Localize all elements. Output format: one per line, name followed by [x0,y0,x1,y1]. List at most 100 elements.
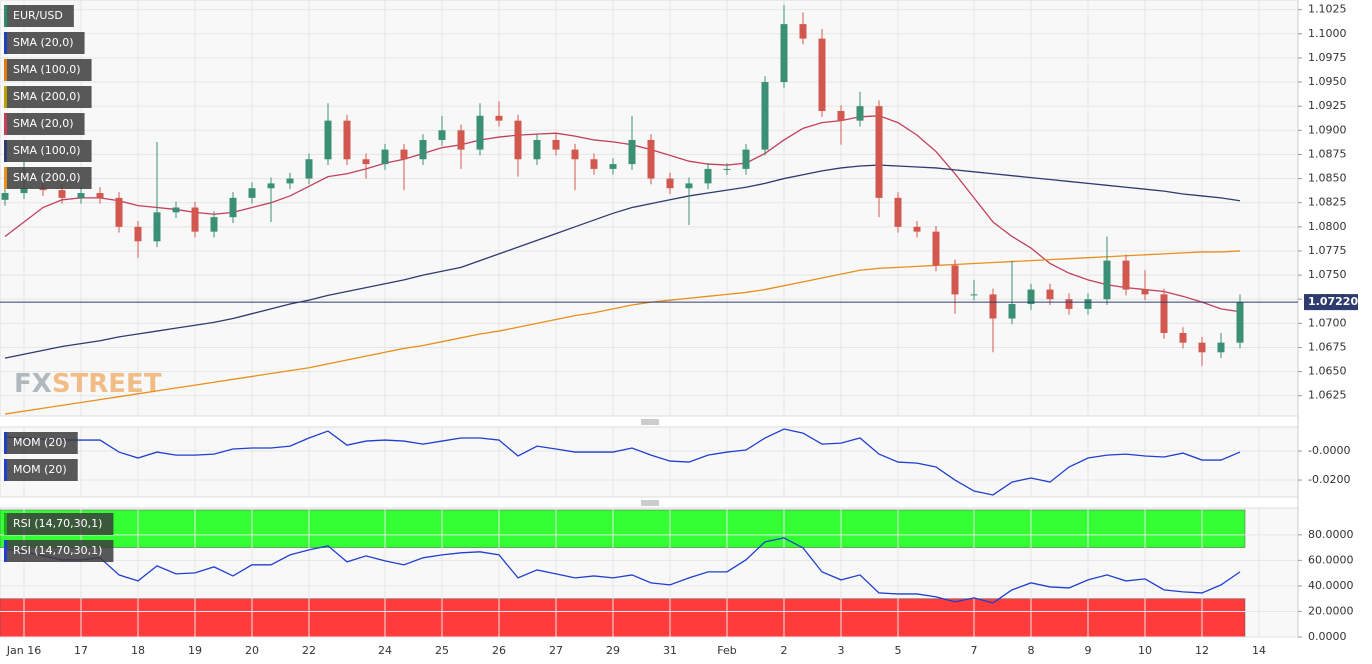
legend-box [4,59,92,81]
candle-body [343,120,351,160]
candle-body [894,197,902,227]
x-tick-label: 17 [74,644,88,657]
candle-body [400,149,408,160]
candle-body [172,207,180,213]
candle-body [58,190,66,198]
series-line [4,537,1241,604]
x-tick-label: 12 [1195,644,1209,657]
legend-label: RSI (14,70,30,1) [13,544,102,557]
candle-body [324,120,332,160]
series-line [4,115,1241,313]
legend-swatch [4,32,7,54]
legend-swatch [4,513,7,535]
x-tick-label: 27 [549,644,563,657]
candle-body [1141,289,1149,295]
x-tick-label: 25 [435,644,449,657]
watermark-part: STREET [52,369,162,399]
x-tick-label: 31 [663,644,677,657]
series-line [4,250,1241,415]
legend-item: SMA (100,0) [4,140,92,162]
candle-body [875,106,883,198]
legend-box [4,86,92,108]
y-tick-label: 1.0825 [1308,196,1347,209]
candle-body [1027,289,1035,305]
legend-item: RSI (14,70,30,1) [4,513,114,535]
legend-item: EUR/USD [4,5,74,27]
legend-label: SMA (200,0) [13,90,81,103]
legend-label: SMA (20,0) [13,117,74,130]
legend-swatch [4,167,7,189]
candle-body [533,139,541,160]
legend-item: SMA (20,0) [4,113,85,135]
candle-body [153,212,161,242]
y-tick-label: 1.0850 [1308,172,1347,185]
legend-item: RSI (14,70,30,1) [4,540,114,562]
legend-item: SMA (100,0) [4,59,92,81]
candle-body [761,82,769,150]
candle-body [229,197,237,218]
y-tick-label: -0.0000 [1308,444,1350,457]
mom-panel [0,426,1299,498]
y-tick-label: -0.0200 [1308,473,1350,486]
candle-body [115,197,123,227]
x-tick-label: 24 [378,644,392,657]
legend-item: MOM (20) [4,459,78,481]
legend-box [4,459,78,481]
legend-box [4,540,114,562]
series-line [4,428,1241,496]
last-price-box [1304,294,1358,311]
x-tick-label: 8 [1028,644,1035,657]
legend-box [4,5,74,27]
candle-body [20,188,28,194]
legend-item: SMA (20,0) [4,32,85,54]
legend-swatch [4,113,7,135]
candle-body [628,139,636,165]
candle-body [1122,260,1130,290]
legend-swatch [4,5,7,27]
y-tick-label: 0.0000 [1308,630,1347,643]
y-tick-label: 20.0000 [1308,604,1354,617]
legend-label: EUR/USD [13,9,63,22]
legend-swatch [4,86,7,108]
legend-box [4,513,114,535]
candle-body [1217,342,1225,353]
candle-body [210,217,218,232]
candle-body [267,183,275,189]
candle-body [609,164,617,169]
overbought-zone [0,509,1246,548]
candle-body [96,193,104,198]
candle-body [932,231,940,266]
legend-swatch [4,459,7,481]
legend-item: MOM (20) [4,432,78,454]
candle-body [742,149,750,169]
x-tick-label: 7 [971,644,978,657]
candle-body [723,168,731,170]
candle-body [951,265,959,295]
candle-body [1065,299,1073,309]
candle-body [780,24,788,83]
candle-body [438,130,446,140]
legend-item: SMA (200,0) [4,86,92,108]
panel-splitter[interactable] [641,500,659,506]
candle-body [666,178,674,189]
x-tick-label: 9 [1085,644,1092,657]
legend-label: SMA (100,0) [13,63,81,76]
y-tick-label: 1.1025 [1308,3,1347,16]
last-price-label: 1.07220 [1308,295,1358,308]
y-tick-label: 40.0000 [1308,579,1354,592]
legend-label: SMA (200,0) [13,171,81,184]
x-tick-label: 10 [1138,644,1152,657]
y-tick-label: 60.0000 [1308,553,1354,566]
legend-swatch [4,540,7,562]
candle-body [476,115,484,150]
y-tick-label: 1.1000 [1308,27,1347,40]
candle-body [419,139,427,160]
x-tick-label: 19 [188,644,202,657]
candle-body [1084,299,1092,309]
legend-box [4,167,92,189]
y-tick-label: 1.0700 [1308,316,1347,329]
candle-body [39,188,47,191]
panel-splitter[interactable] [641,419,659,425]
legend-box [4,32,85,54]
